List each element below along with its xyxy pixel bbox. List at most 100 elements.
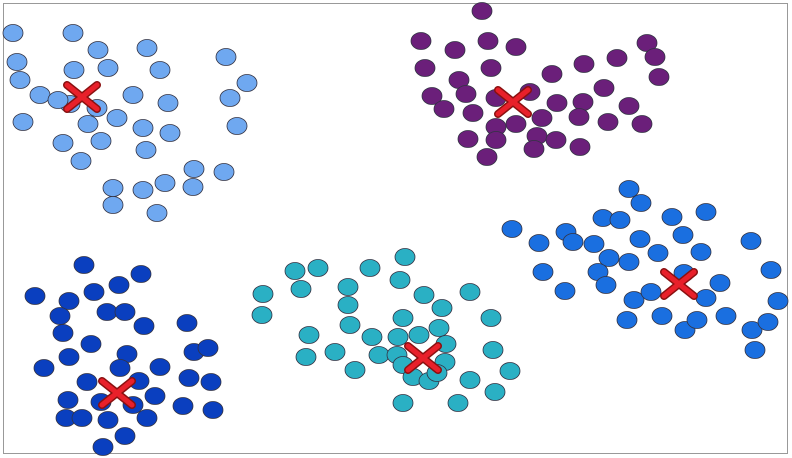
point <box>695 203 717 221</box>
point <box>80 335 102 353</box>
point <box>459 283 481 301</box>
point <box>62 24 84 42</box>
point <box>447 394 469 412</box>
point <box>480 309 502 327</box>
point <box>408 326 430 344</box>
point <box>618 253 640 271</box>
point <box>337 296 359 314</box>
point <box>284 262 306 280</box>
point <box>499 362 521 380</box>
point <box>339 316 361 334</box>
point <box>135 141 157 159</box>
point <box>455 85 477 103</box>
point <box>6 53 28 71</box>
centroid <box>98 377 136 409</box>
point <box>200 373 222 391</box>
point <box>172 397 194 415</box>
point <box>389 271 411 289</box>
point <box>573 55 595 73</box>
point <box>485 131 507 149</box>
point <box>392 309 414 327</box>
point <box>136 39 158 57</box>
point <box>70 152 92 170</box>
point <box>149 358 171 376</box>
point <box>541 65 563 83</box>
point <box>47 91 69 109</box>
point <box>97 411 119 429</box>
point <box>767 292 789 310</box>
point <box>618 180 640 198</box>
point <box>630 194 652 212</box>
point <box>606 49 628 67</box>
point <box>178 369 200 387</box>
point <box>307 259 329 277</box>
point <box>298 326 320 344</box>
point <box>97 59 119 77</box>
point <box>695 289 717 307</box>
point <box>133 317 155 335</box>
point <box>413 286 435 304</box>
point <box>394 248 416 266</box>
point <box>12 113 34 131</box>
point <box>554 282 576 300</box>
point <box>531 109 553 127</box>
centroid-stroke <box>405 343 441 373</box>
point <box>109 359 131 377</box>
point <box>616 311 638 329</box>
point <box>132 119 154 137</box>
point <box>49 307 71 325</box>
point <box>359 259 381 277</box>
point <box>215 48 237 66</box>
centroid <box>63 81 101 113</box>
point <box>24 287 46 305</box>
point <box>648 68 670 86</box>
point <box>76 373 98 391</box>
point <box>295 348 317 366</box>
point <box>532 263 554 281</box>
point <box>202 401 224 419</box>
point <box>159 124 181 142</box>
point <box>136 409 158 427</box>
point <box>609 211 631 229</box>
point <box>741 321 763 339</box>
point <box>672 226 694 244</box>
point <box>114 427 136 445</box>
point <box>52 134 74 152</box>
centroid <box>494 86 532 118</box>
point <box>2 24 24 42</box>
point <box>149 61 171 79</box>
point <box>29 86 51 104</box>
point <box>757 313 779 331</box>
point <box>640 283 662 301</box>
point <box>709 274 731 292</box>
point <box>33 359 55 377</box>
point <box>572 93 594 111</box>
point <box>361 328 383 346</box>
point <box>631 115 653 133</box>
point <box>562 233 584 251</box>
point <box>154 174 176 192</box>
point <box>760 261 782 279</box>
point <box>83 283 105 301</box>
point <box>58 348 80 366</box>
point <box>569 138 591 156</box>
point <box>471 2 493 20</box>
point <box>462 104 484 122</box>
point <box>623 291 645 309</box>
point <box>528 234 550 252</box>
point <box>482 341 504 359</box>
point <box>157 94 179 112</box>
point <box>595 276 617 294</box>
point <box>410 32 432 50</box>
point <box>96 303 118 321</box>
point <box>108 276 130 294</box>
point <box>324 343 346 361</box>
point <box>583 235 605 253</box>
point <box>477 32 499 50</box>
point <box>71 409 93 427</box>
point <box>505 38 527 56</box>
point <box>144 387 166 405</box>
point <box>226 117 248 135</box>
centroid-stroke <box>661 269 697 299</box>
